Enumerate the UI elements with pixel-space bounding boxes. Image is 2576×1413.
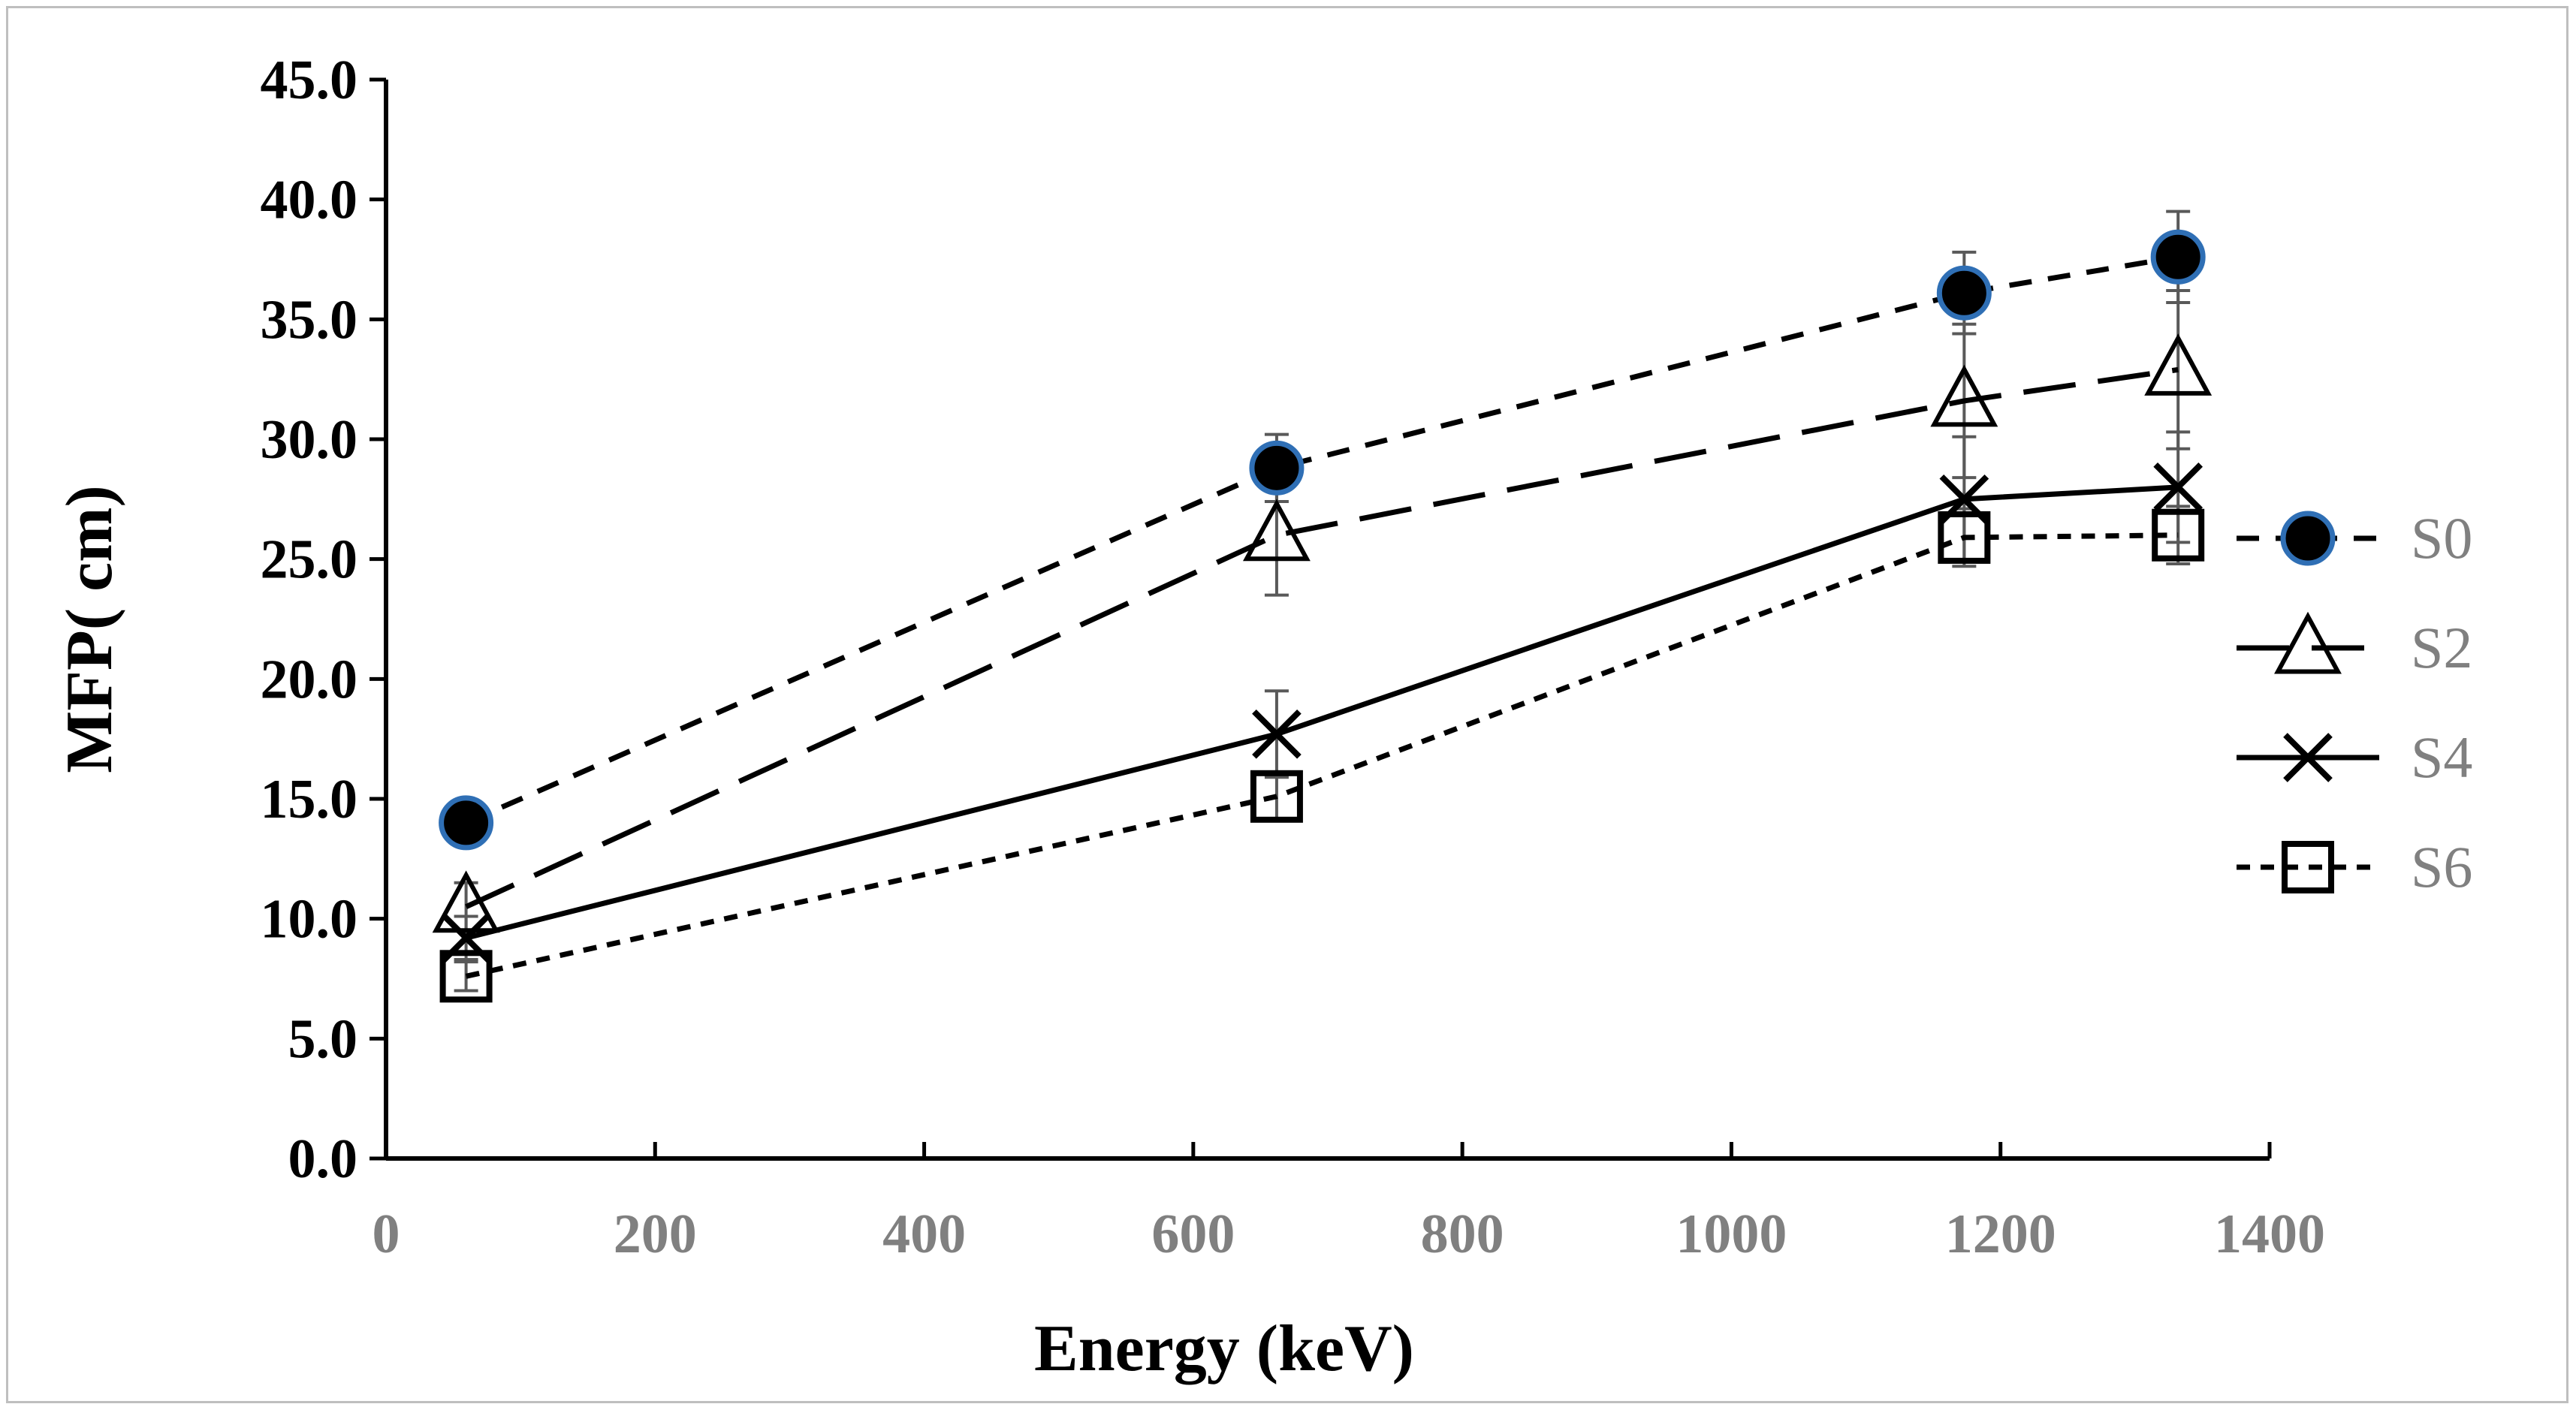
series-line-s4	[465, 484, 2179, 941]
legend-item-s6: S6	[2237, 834, 2472, 899]
data-point-s0	[439, 795, 494, 851]
legend-item-s4: S4	[2237, 725, 2472, 790]
data-point-s2	[1930, 364, 1998, 427]
data-point-s2	[432, 870, 500, 933]
series-line-s2	[465, 366, 2179, 909]
x-tick-label: 1000	[1676, 1204, 1787, 1265]
y-tick-label: 25.0	[261, 529, 358, 591]
series-line-s0	[465, 254, 2179, 826]
axes: 0.0 5.0 10.0 15.0 20.0 25.0 30.0 35.0 40.0 45.0 0 2…	[261, 50, 2326, 1265]
data-point-s4	[2153, 462, 2203, 512]
data-point-s2	[1242, 499, 1311, 562]
legend-label: S2	[2411, 615, 2472, 680]
y-tick-label: 20.0	[261, 649, 358, 710]
chart-frame	[6, 6, 2568, 1403]
x-tick-label: 1200	[1945, 1204, 2056, 1265]
series-markers	[432, 229, 2213, 1003]
x-marker-stroke	[2283, 733, 2333, 782]
data-point-s2	[2144, 333, 2213, 396]
data-point-s6	[2152, 508, 2205, 562]
data-point-s0	[1249, 440, 1305, 496]
legend-label: S4	[2411, 725, 2472, 790]
y-tick-label: 35.0	[261, 289, 358, 351]
data-point-s0	[1936, 265, 1992, 321]
y-tick-label: 30.0	[261, 409, 358, 471]
x-marker-stroke	[1252, 709, 1302, 759]
y-tick-label: 10.0	[261, 889, 358, 951]
data-point-s6	[1250, 770, 1303, 823]
x-marker-stroke	[2153, 462, 2203, 512]
legend: S0 S2 S4 S6	[2237, 505, 2472, 899]
y-tick-label: 15.0	[261, 769, 358, 830]
x-tick-label: 800	[1421, 1204, 1504, 1265]
y-tick-label: 5.0	[288, 1008, 358, 1070]
legend-marker	[2274, 611, 2342, 674]
legend-label: S0	[2411, 505, 2472, 571]
legend-item-s0: S0	[2237, 505, 2472, 571]
y-axis-label: MFP( cm)	[53, 485, 126, 773]
x-tick-label: 0	[373, 1204, 400, 1265]
legend-label: S6	[2411, 834, 2472, 899]
data-point-s0	[2150, 229, 2206, 285]
series-line-s6	[465, 532, 2179, 979]
y-tick-label: 0.0	[288, 1128, 358, 1190]
legend-marker	[2282, 841, 2334, 893]
data-point-s4	[1252, 709, 1302, 759]
x-tick-label: 600	[1151, 1204, 1235, 1265]
x-tick-label: 400	[882, 1204, 966, 1265]
legend-item-s2: S2	[2237, 611, 2472, 680]
x-tick-label: 1400	[2214, 1204, 2325, 1265]
x-axis-label: Energy (keV)	[1034, 1312, 1414, 1385]
y-tick-label: 40.0	[261, 170, 358, 231]
y-tick-label: 45.0	[261, 50, 358, 111]
x-tick-label: 200	[614, 1204, 697, 1265]
data-point-s6	[1938, 511, 1991, 564]
legend-marker	[2283, 733, 2333, 782]
data-point-s6	[439, 950, 493, 1003]
legend-marker	[2280, 511, 2336, 566]
series-lines	[465, 254, 2179, 979]
